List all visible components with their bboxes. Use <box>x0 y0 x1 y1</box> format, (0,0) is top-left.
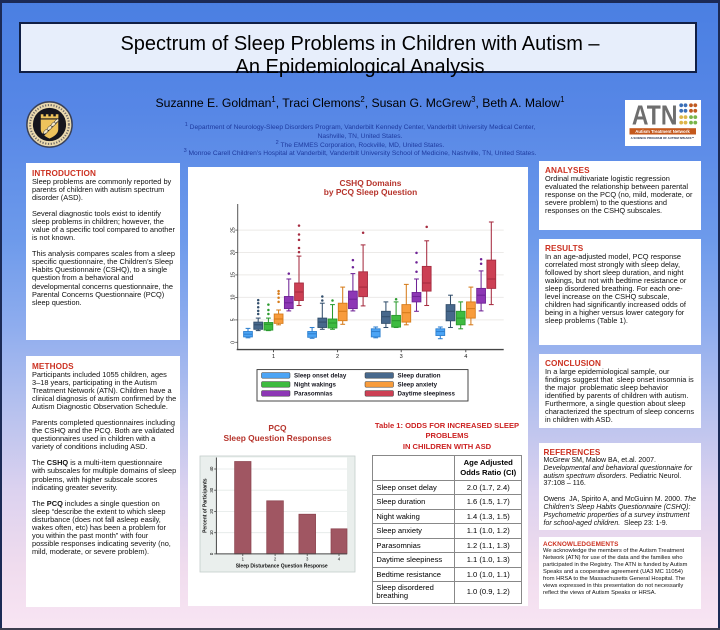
svg-text:0: 0 <box>209 552 214 555</box>
svg-text:10: 10 <box>230 294 236 300</box>
svg-text:2: 2 <box>274 557 277 562</box>
svg-text:40: 40 <box>209 466 214 471</box>
svg-text:Daytime sleepiness: Daytime sleepiness <box>398 390 456 397</box>
svg-text:Percent of Participants: Percent of Participants <box>203 478 209 533</box>
svg-text:1: 1 <box>242 557 245 562</box>
svg-text:20: 20 <box>230 250 236 256</box>
svg-text:0: 0 <box>230 341 236 344</box>
svg-text:15: 15 <box>230 272 236 278</box>
svg-text:1: 1 <box>272 354 275 360</box>
svg-text:4: 4 <box>464 354 467 360</box>
svg-text:20: 20 <box>209 508 214 513</box>
svg-text:3: 3 <box>306 557 309 562</box>
svg-text:4: 4 <box>338 557 341 562</box>
svg-text:Sleep anxiety: Sleep anxiety <box>398 381 438 388</box>
svg-text:5: 5 <box>230 318 236 321</box>
svg-text:3: 3 <box>400 354 403 360</box>
svg-text:Autism Treatment Network: Autism Treatment Network <box>635 129 690 134</box>
svg-text:10: 10 <box>209 530 214 535</box>
svg-text:30: 30 <box>209 487 214 492</box>
svg-text:25: 25 <box>230 227 236 233</box>
svg-text:Parasomnias: Parasomnias <box>294 390 333 397</box>
svg-text:ATN: ATN <box>632 100 678 130</box>
svg-text:Sleep onset delay: Sleep onset delay <box>294 372 347 379</box>
svg-text:Night wakings: Night wakings <box>294 381 336 388</box>
svg-text:2: 2 <box>336 354 339 360</box>
svg-text:Sleep Disturbance Question Res: Sleep Disturbance Question Response <box>236 564 328 570</box>
svg-text:Sleep duration: Sleep duration <box>398 372 441 379</box>
svg-text:A SCIENCE PROGRAM OF AUTISM SP: A SCIENCE PROGRAM OF AUTISM SPEAKS™ <box>631 136 695 140</box>
